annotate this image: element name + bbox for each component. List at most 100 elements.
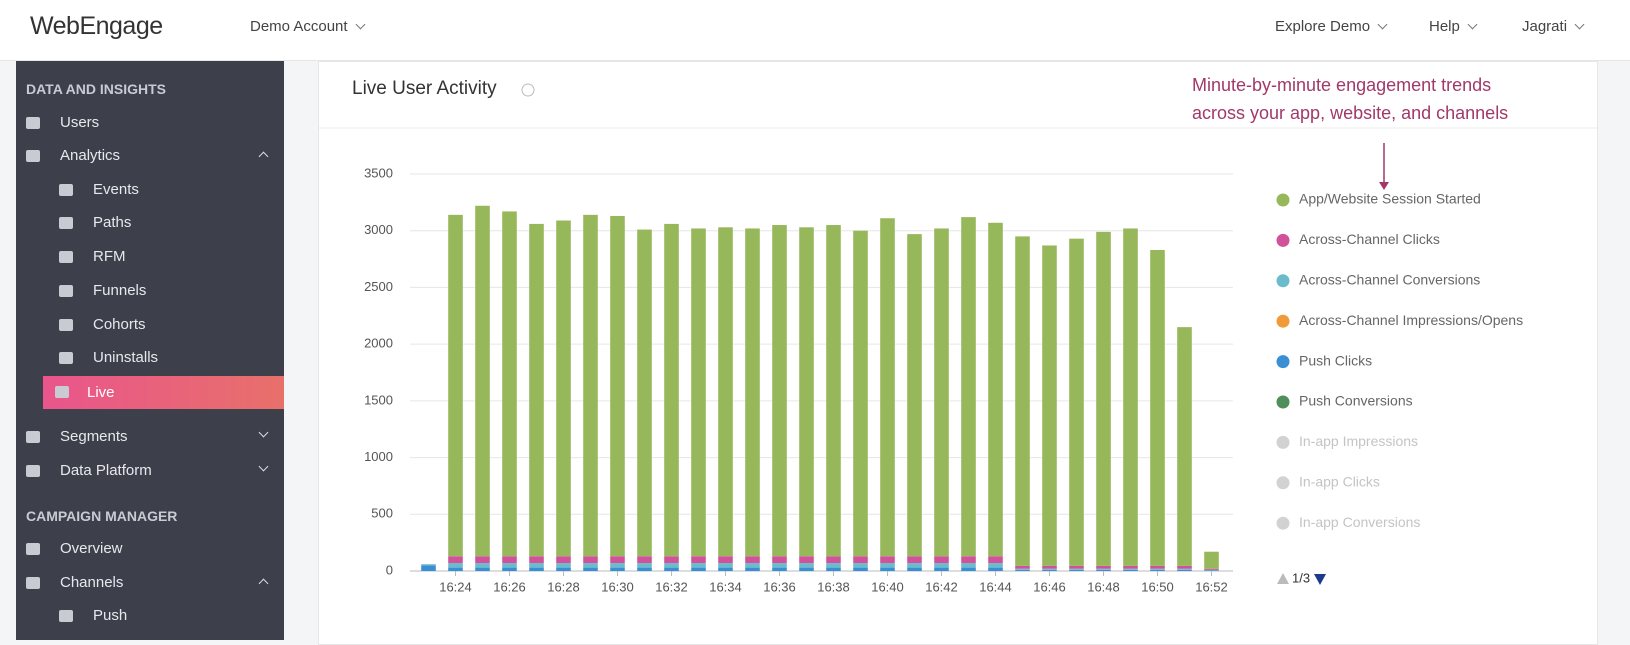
expand-chevron <box>258 578 269 589</box>
bar-segment <box>637 563 652 568</box>
bar-segment <box>745 563 760 568</box>
menu-icon <box>59 285 73 297</box>
y-tick-label: 3500 <box>364 165 393 180</box>
bar-segment <box>961 567 976 571</box>
bar-segment <box>1123 565 1138 569</box>
legend-swatch <box>1276 476 1290 490</box>
legend-swatch <box>1276 395 1290 409</box>
legend-item[interactable]: Across-Channel Conversions <box>1276 272 1481 288</box>
legend-swatch <box>1276 274 1290 288</box>
bar-segment <box>826 556 841 564</box>
legend-label: SMS Clicks <box>1299 554 1371 570</box>
bar-segment <box>691 563 706 568</box>
account-menu[interactable]: Demo Account <box>250 18 366 35</box>
bar-segment <box>556 220 571 557</box>
bar-segment <box>1150 568 1165 570</box>
bar-segment <box>691 556 706 564</box>
legend-item[interactable]: Push Conversions <box>1276 393 1413 409</box>
legend-swatch <box>1277 557 1290 570</box>
legend-item[interactable]: Push Clicks <box>1276 352 1373 368</box>
menu-label: Uninstalls <box>93 349 159 366</box>
bar-segment <box>637 229 652 557</box>
bar-segment <box>1150 249 1165 566</box>
legend-item[interactable]: In-app Clicks <box>1276 474 1380 490</box>
nav-label: Explore Demo <box>1275 18 1371 35</box>
bar-segment <box>718 556 733 564</box>
bar-segment <box>610 567 625 571</box>
account-name: Demo Account <box>250 18 348 35</box>
y-tick-label: 500 <box>371 506 393 521</box>
bar-segment <box>1069 565 1084 569</box>
bar-segment <box>826 225 841 557</box>
legend-item[interactable]: Across-Channel Clicks <box>1276 231 1440 247</box>
y-tick-label: 2500 <box>364 279 393 294</box>
annotation: across your app, website, and channels <box>1192 103 1508 123</box>
annotation: Minute-by-minute engagement trends <box>1192 75 1491 95</box>
menu-label: Analytics <box>60 147 121 164</box>
panel-title: Live User Activity <box>352 78 497 99</box>
expand-chevron <box>258 151 269 162</box>
bar-segment <box>1042 245 1057 566</box>
nav-help[interactable]: Help <box>1429 18 1478 35</box>
legend-next[interactable] <box>1314 574 1326 585</box>
section-title: CAMPAIGN MANAGER <box>26 508 178 524</box>
bar-segment <box>745 567 760 571</box>
legend-label: Across-Channel Conversions <box>1299 272 1480 288</box>
legend-prev[interactable] <box>1277 573 1289 584</box>
bar-segment <box>1177 569 1192 571</box>
bar-segment <box>907 234 922 557</box>
bar-segment <box>637 567 652 571</box>
bar-segment <box>1069 569 1084 571</box>
menu-label: RFM <box>93 248 126 265</box>
menu-icon <box>26 465 40 477</box>
info-icon[interactable] <box>521 83 535 97</box>
bar-segment <box>475 567 490 571</box>
legend-item[interactable]: In-app Conversions <box>1276 514 1421 530</box>
bar-segment <box>529 556 544 564</box>
bar-segment <box>772 556 787 564</box>
bar-segment <box>421 565 436 571</box>
nav-user[interactable]: Jagrati <box>1522 18 1585 35</box>
bar-segment <box>502 563 517 568</box>
bar-segment <box>1015 568 1030 570</box>
x-tick-label: 16:40 <box>871 579 904 594</box>
bar-segment <box>907 556 922 564</box>
bar-segment <box>1204 568 1219 570</box>
bar-segment <box>988 563 1003 568</box>
bar-segment <box>664 223 679 557</box>
bar-segment <box>880 567 895 571</box>
bar-segment <box>529 223 544 557</box>
bar-segment <box>502 556 517 564</box>
nav-explore[interactable]: Explore Demo <box>1275 18 1388 35</box>
menu-icon <box>55 386 69 398</box>
y-tick-label: 1500 <box>364 392 393 407</box>
bar-segment <box>799 563 814 568</box>
menu-item[interactable]: Live <box>43 376 284 409</box>
bar-segment <box>691 567 706 571</box>
legend-label: In-app Impressions <box>1299 433 1418 449</box>
legend-item[interactable]: App/Website Session Started <box>1276 191 1481 207</box>
bar-segment <box>448 214 463 557</box>
bar-segment <box>421 564 436 566</box>
menu-label: Push <box>93 607 128 624</box>
bar-segment <box>556 567 571 571</box>
bar-segment <box>853 230 868 557</box>
bar-segment <box>961 217 976 557</box>
legend-item[interactable]: Across-Channel Impressions/Opens <box>1276 312 1524 328</box>
bar-segment <box>448 563 463 568</box>
logo[interactable]: WebEngage <box>30 12 163 40</box>
x-tick-label: 16:28 <box>547 579 580 594</box>
bar-segment <box>745 228 760 557</box>
chart-panel: Live User Activity Minute-by-minute enga… <box>318 61 1598 645</box>
menu-icon <box>59 610 73 622</box>
legend-item[interactable]: SMS Clicks <box>1277 554 1371 570</box>
bar-segment <box>880 218 895 557</box>
x-tick-label: 16:34 <box>709 579 742 594</box>
bar-segment <box>745 556 760 564</box>
nav-label: Help <box>1429 18 1460 35</box>
y-tick-label: 3000 <box>364 222 393 237</box>
bar-segment <box>1150 569 1165 571</box>
bar-segment <box>826 563 841 568</box>
legend-item[interactable]: In-app Impressions <box>1276 433 1419 449</box>
